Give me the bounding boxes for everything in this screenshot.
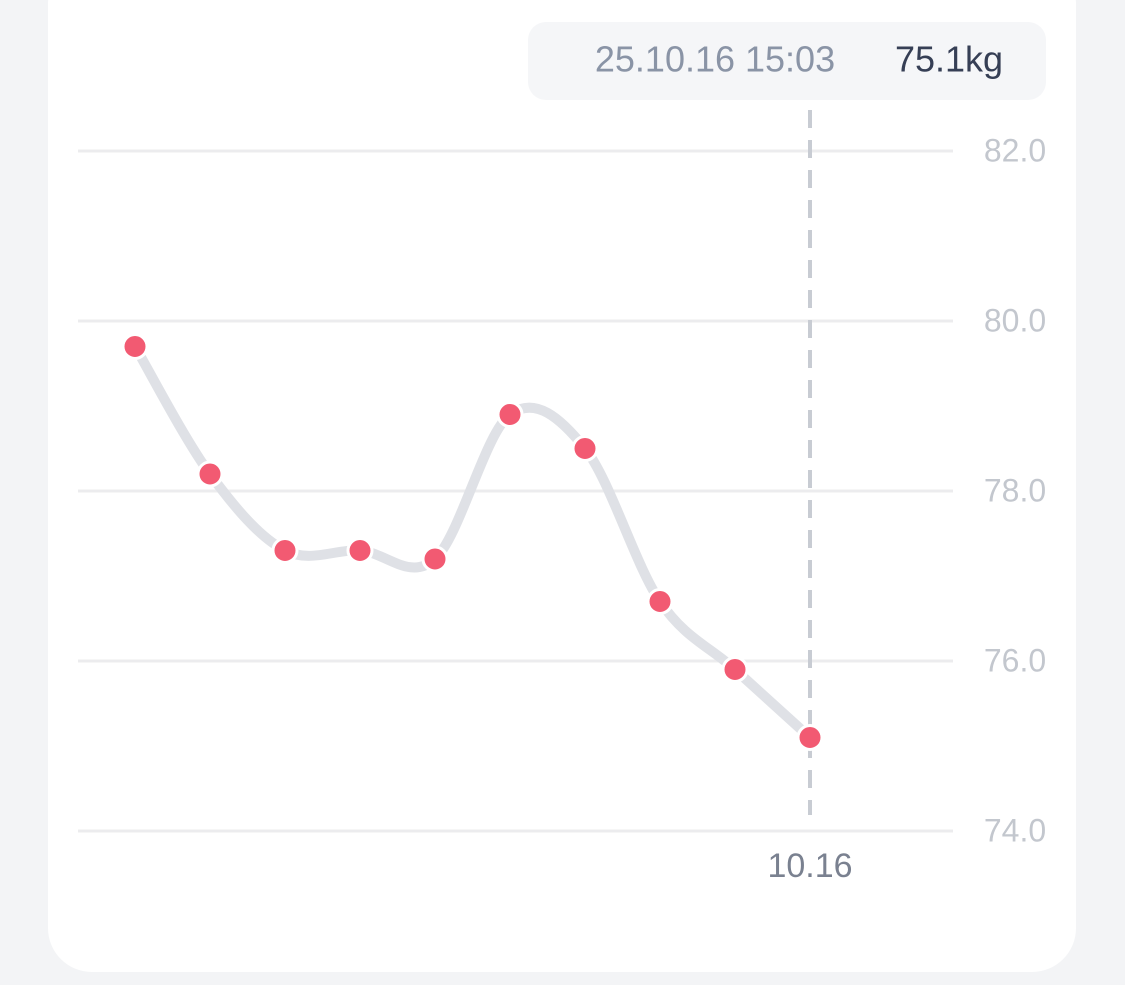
tooltip-box [528, 22, 1046, 100]
card [48, 0, 1076, 972]
tooltip-date: 25.10.16 15:03 [595, 39, 835, 80]
point [346, 537, 374, 564]
point [571, 435, 599, 462]
y-tick-label: 78.0 [984, 472, 1046, 508]
point [271, 537, 299, 564]
point [421, 545, 449, 573]
point [196, 460, 224, 488]
tooltip-value: 75.1kg [895, 39, 1003, 80]
y-tick-label: 76.0 [984, 642, 1046, 678]
point [496, 401, 524, 428]
point [721, 656, 749, 683]
point [796, 724, 824, 751]
y-tick-label: 74.0 [984, 812, 1046, 848]
y-tick-label: 82.0 [984, 132, 1046, 168]
point [646, 588, 674, 615]
x-tick-label: 10.16 [767, 847, 852, 885]
line [130, 341, 815, 743]
point [121, 333, 149, 360]
y-tick-label: 80.0 [984, 302, 1046, 338]
